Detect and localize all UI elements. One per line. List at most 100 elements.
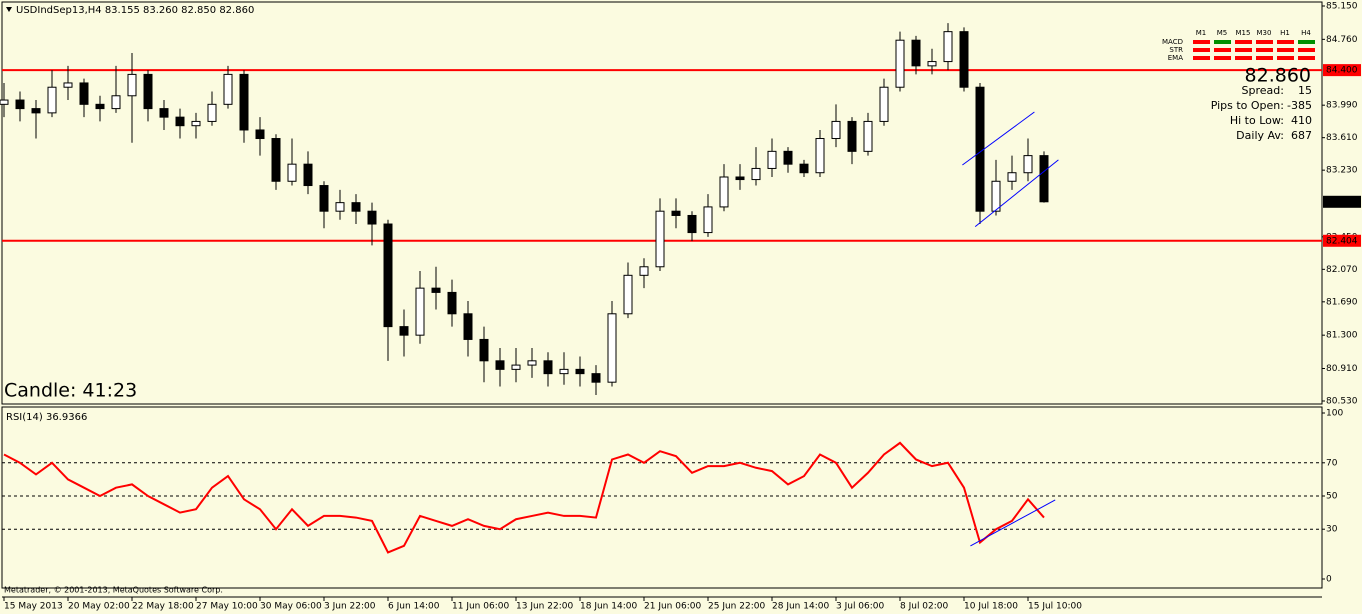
candle-body <box>943 31 953 63</box>
candle-body <box>271 138 281 182</box>
candle-body <box>879 86 889 122</box>
candle-body <box>991 180 1001 212</box>
price-tag <box>1323 195 1361 208</box>
candle-body <box>607 313 617 383</box>
candle-body <box>639 266 649 276</box>
rsi-frame <box>1 406 1323 589</box>
x-tick-label: 15 May 2013 <box>4 602 63 612</box>
price-frame <box>1 1 1323 405</box>
y-tick-label: 84.760 <box>1326 35 1358 45</box>
signal-row-label: EMA <box>1168 54 1183 62</box>
candle-body <box>559 368 569 375</box>
copyright: Metatrader, © 2001-2013, MetaQuotes Soft… <box>4 586 223 595</box>
signal-cell <box>1214 48 1231 52</box>
rsi-tick-label: 0 <box>1326 575 1332 585</box>
candle-body <box>191 120 201 127</box>
candle-body <box>79 82 89 105</box>
candle-body <box>63 82 73 88</box>
stat-label: Spread: <box>1242 84 1284 97</box>
candle-body <box>703 206 713 234</box>
x-tick-label: 28 Jun 14:00 <box>772 602 829 612</box>
candle-body <box>143 73 153 110</box>
candle-body <box>15 99 25 110</box>
y-tick-label: 82.070 <box>1326 265 1358 275</box>
candle-body <box>767 150 777 169</box>
stat-value: 15 <box>1298 84 1312 97</box>
candle-body <box>895 39 905 88</box>
level-label: 82.404 <box>1326 236 1358 246</box>
candle-body <box>303 163 313 187</box>
x-tick-label: 3 Jun 22:00 <box>324 602 376 612</box>
x-tick-label: 18 Jun 14:00 <box>580 602 637 612</box>
x-tick-label: 6 Jun 14:00 <box>388 602 440 612</box>
candle-body <box>479 338 489 362</box>
signal-timeframe: M1 <box>1196 29 1207 37</box>
candle-body <box>47 86 57 114</box>
signal-cell <box>1277 40 1294 44</box>
x-tick-label: 21 Jun 06:00 <box>644 602 701 612</box>
stat-label: Pips to Open: <box>1211 99 1284 112</box>
signal-cell <box>1277 48 1294 52</box>
current-price-big: 82.860 <box>1245 65 1311 87</box>
y-tick-label: 81.690 <box>1326 297 1358 307</box>
signal-cell <box>1235 56 1252 60</box>
signal-cell <box>1193 48 1210 52</box>
candle-body <box>751 167 761 181</box>
signal-timeframe: M15 <box>1236 29 1251 37</box>
candle-body <box>127 73 137 97</box>
candle-body <box>719 176 729 208</box>
candle-body <box>1007 172 1017 182</box>
signal-cell <box>1193 56 1210 60</box>
candle-body <box>511 364 521 370</box>
signal-timeframe: H1 <box>1280 29 1290 37</box>
rsi-tick-label: 70 <box>1326 458 1338 468</box>
candle-body <box>1039 155 1049 203</box>
stat-value: 687 <box>1291 129 1312 142</box>
stat-value: 410 <box>1291 114 1312 127</box>
signal-cell <box>1277 56 1294 60</box>
signal-cell <box>1214 40 1231 44</box>
signal-cell <box>1256 40 1273 44</box>
level-tag <box>1323 64 1361 77</box>
candle-body <box>799 163 809 174</box>
candle-timer: Candle: 41:23 <box>4 380 137 402</box>
signal-cell <box>1235 40 1252 44</box>
candle-body <box>911 39 921 67</box>
candle-body <box>367 210 377 225</box>
candle-body <box>0 99 9 105</box>
stat-label: Daily Av: <box>1236 129 1284 142</box>
candle-body <box>463 313 473 340</box>
candle-body <box>255 129 265 140</box>
candle-body <box>287 163 297 182</box>
signal-cell <box>1235 48 1252 52</box>
signal-cell <box>1298 48 1315 52</box>
price-tag-label: 82.860 <box>1326 197 1358 207</box>
y-tick-label: 83.230 <box>1326 166 1358 176</box>
rsi-tick-label: 100 <box>1326 409 1343 419</box>
x-tick-label: 10 Jul 18:00 <box>964 602 1018 612</box>
candle-body <box>415 287 425 336</box>
candle-body <box>95 103 105 110</box>
candle-body <box>847 120 857 152</box>
signal-cell <box>1214 56 1231 60</box>
stat-label: Hi to Low: <box>1230 114 1284 127</box>
rsi-trendline <box>970 499 1056 547</box>
candle-body <box>783 150 793 165</box>
candle-body <box>863 120 873 152</box>
rsi-tick-label: 30 <box>1326 525 1338 535</box>
x-tick-label: 13 Jun 22:00 <box>516 602 573 612</box>
x-tick-label: 8 Jul 02:00 <box>900 602 949 612</box>
candle-body <box>223 73 233 105</box>
candle-body <box>31 108 41 114</box>
candle-body <box>111 95 121 110</box>
candle-body <box>399 326 409 336</box>
candle-body <box>959 31 969 88</box>
candle-body <box>927 61 937 67</box>
candle-body <box>335 202 345 212</box>
signal-cell <box>1298 56 1315 60</box>
candle-body <box>319 185 329 212</box>
signal-cell <box>1298 40 1315 44</box>
candle-body <box>495 360 505 370</box>
candle-body <box>687 214 697 234</box>
